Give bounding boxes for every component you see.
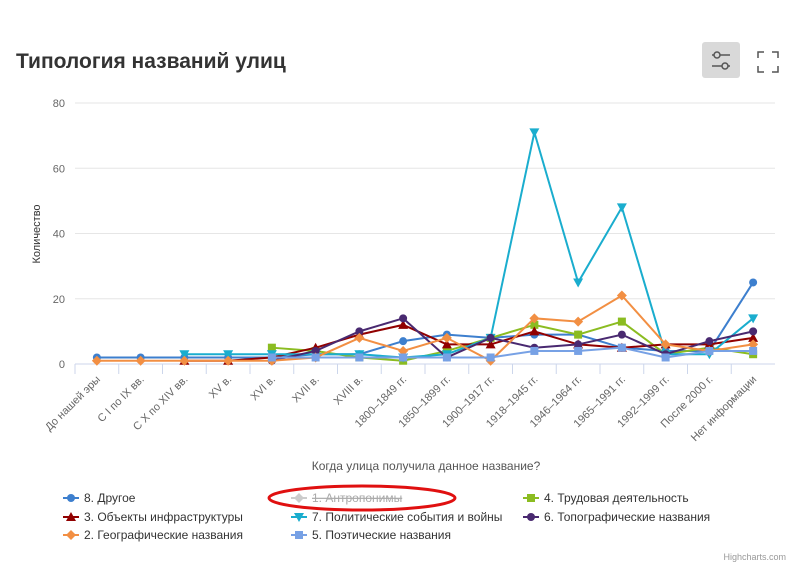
point xyxy=(486,353,495,362)
point xyxy=(705,346,714,355)
point xyxy=(485,339,496,349)
legend-marker xyxy=(67,494,75,502)
legend-label: 8. Другое xyxy=(84,491,136,505)
point xyxy=(574,330,583,339)
point xyxy=(529,326,540,336)
legend-marker xyxy=(66,512,76,521)
point xyxy=(574,346,583,355)
point xyxy=(749,327,758,336)
legend-item[interactable]: 1. Антропонимы xyxy=(291,491,402,505)
point xyxy=(311,353,320,362)
y-axis-title: Количество xyxy=(31,204,43,263)
y-tick-label: 0 xyxy=(59,359,65,371)
point xyxy=(529,313,540,324)
legend-marker xyxy=(294,513,304,522)
point xyxy=(223,355,234,366)
point xyxy=(748,332,759,342)
y-tick-label: 20 xyxy=(53,294,65,306)
legend-marker xyxy=(527,513,535,521)
point xyxy=(441,339,452,349)
point xyxy=(354,332,365,343)
point xyxy=(616,290,627,301)
legend-label: 7. Политические события и войны xyxy=(312,510,502,524)
legend-item[interactable]: 4. Трудовая деятельность xyxy=(523,491,689,505)
point xyxy=(748,314,759,324)
point xyxy=(399,353,408,362)
point xyxy=(223,350,234,360)
legend-label: 2. Географические названия xyxy=(84,528,243,542)
legend-item[interactable]: 7. Политические события и войны xyxy=(291,510,502,524)
point xyxy=(355,327,364,336)
series-line xyxy=(271,320,754,362)
legend-item[interactable]: 8. Другое xyxy=(63,491,136,505)
point xyxy=(486,333,495,342)
point xyxy=(748,339,759,350)
point xyxy=(616,203,627,213)
point xyxy=(398,319,409,329)
legend-marker xyxy=(527,494,535,502)
point xyxy=(355,353,364,362)
point xyxy=(617,330,626,339)
legend-marker xyxy=(66,530,76,540)
point xyxy=(573,316,584,327)
point xyxy=(267,353,276,362)
point xyxy=(573,278,584,288)
legend-label: 1. Антропонимы xyxy=(312,491,402,505)
point xyxy=(267,343,276,352)
legend-label: 3. Объекты инфраструктуры xyxy=(84,510,243,524)
point xyxy=(179,350,190,360)
legend-item[interactable]: 6. Топографические названия xyxy=(523,510,710,524)
point xyxy=(442,353,451,362)
legend-item[interactable]: 2. Географические названия xyxy=(63,528,243,542)
credits[interactable]: Highcharts.com xyxy=(723,552,786,562)
legend-marker xyxy=(294,493,304,503)
series-line xyxy=(184,132,754,359)
highlight-annotation xyxy=(267,484,457,512)
chart-title: Типология названий улиц xyxy=(16,50,286,73)
point xyxy=(399,314,408,323)
y-tick-label: 60 xyxy=(53,163,65,175)
legend-label: 5. Поэтические названия xyxy=(312,528,451,542)
point xyxy=(660,339,671,350)
settings-button[interactable] xyxy=(702,42,740,78)
point xyxy=(530,346,539,355)
y-tick-label: 40 xyxy=(53,229,65,241)
point xyxy=(617,343,626,352)
point xyxy=(441,332,452,343)
point xyxy=(530,320,539,329)
point xyxy=(399,337,408,346)
legend-label: 6. Топографические названия xyxy=(544,510,710,524)
series-line xyxy=(271,317,754,362)
point xyxy=(749,346,758,355)
point xyxy=(705,337,714,346)
point xyxy=(661,353,670,362)
y-tick-label: 80 xyxy=(53,98,65,110)
series-line xyxy=(96,294,754,362)
fullscreen-button[interactable] xyxy=(748,42,784,78)
point xyxy=(135,355,146,366)
legend-label: 4. Трудовая деятельность xyxy=(544,491,689,505)
point xyxy=(574,340,583,349)
legend-item[interactable]: 5. Поэтические названия xyxy=(291,528,451,542)
series-line xyxy=(271,346,754,359)
point xyxy=(529,128,540,138)
legend-marker xyxy=(295,531,303,539)
legend-item[interactable]: 3. Объекты инфраструктуры xyxy=(63,510,243,524)
x-axis-title: Когда улица получила данное название? xyxy=(312,459,541,473)
point xyxy=(311,346,320,355)
point xyxy=(749,278,758,287)
point xyxy=(179,355,190,366)
point xyxy=(91,355,102,366)
point xyxy=(617,317,626,326)
series-line xyxy=(184,323,754,362)
point xyxy=(398,345,409,356)
